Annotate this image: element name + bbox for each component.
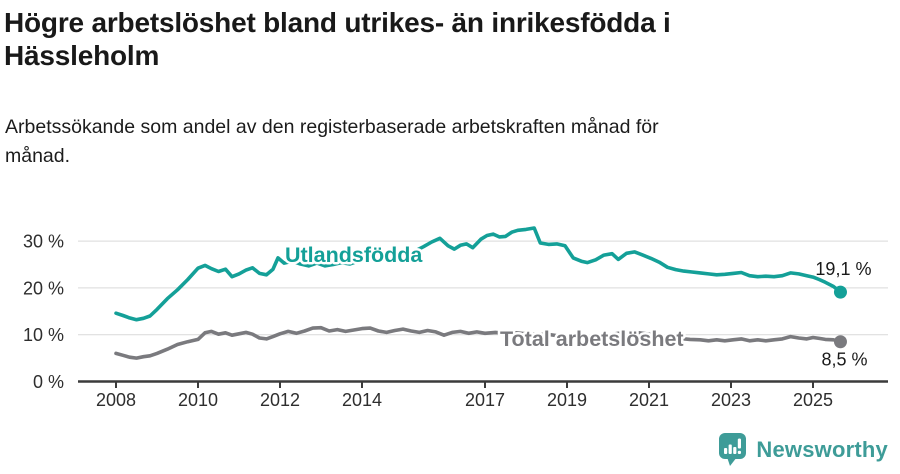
end-value-label: 8,5 % xyxy=(821,350,867,370)
x-tick-label: 2012 xyxy=(260,390,300,410)
y-tick-label: 30 % xyxy=(23,232,64,252)
series-label: Utlandsfödda xyxy=(285,243,423,267)
series-line xyxy=(114,325,843,360)
page-title-line-2: Hässleholm xyxy=(4,40,160,71)
x-tick-label: 2023 xyxy=(711,390,751,410)
end-value-label: 19,1 % xyxy=(815,259,871,279)
x-tick-label: 2017 xyxy=(465,390,505,410)
chart-subtitle: Arbetssökande som andel av den registerb… xyxy=(5,113,865,171)
page-title-line-1: Högre arbetslöshet bland utrikes- än inr… xyxy=(4,7,671,38)
page-title: Högre arbetslöshet bland utrikes- än inr… xyxy=(4,6,864,72)
line-chart-svg: 0 % 10 % 20 % 30 % 2008 2010 2012 2014 2017 2019 2… xyxy=(23,226,888,410)
newsworthy-brand[interactable]: Newsworthy xyxy=(718,432,888,468)
y-tick-label: 10 % xyxy=(23,325,64,345)
newsworthy-wordmark: Newsworthy xyxy=(756,437,888,462)
series-end-dot xyxy=(833,335,847,349)
x-tick-label: 2019 xyxy=(547,390,587,410)
series-label: Total arbetslöshet xyxy=(500,327,684,351)
line-chart: 0 % 10 % 20 % 30 % 2008 2010 2012 2014 2017 2019 2… xyxy=(0,190,900,430)
chart-subtitle-line-2: månad. xyxy=(5,145,71,167)
x-tick-label: 2014 xyxy=(342,390,382,410)
newsworthy-logo-icon xyxy=(719,433,747,466)
series-line xyxy=(114,226,843,322)
y-tick-label: 0 % xyxy=(33,372,64,392)
chart-subtitle-line-1: Arbetssökande som andel av den registerb… xyxy=(5,116,659,138)
x-tick-label: 2021 xyxy=(629,390,669,410)
y-tick-label: 20 % xyxy=(23,278,64,298)
series-end-dot xyxy=(833,285,847,299)
x-tick-label: 2010 xyxy=(178,390,218,410)
x-tick-label: 2008 xyxy=(96,390,136,410)
x-tick-label: 2025 xyxy=(793,390,833,410)
